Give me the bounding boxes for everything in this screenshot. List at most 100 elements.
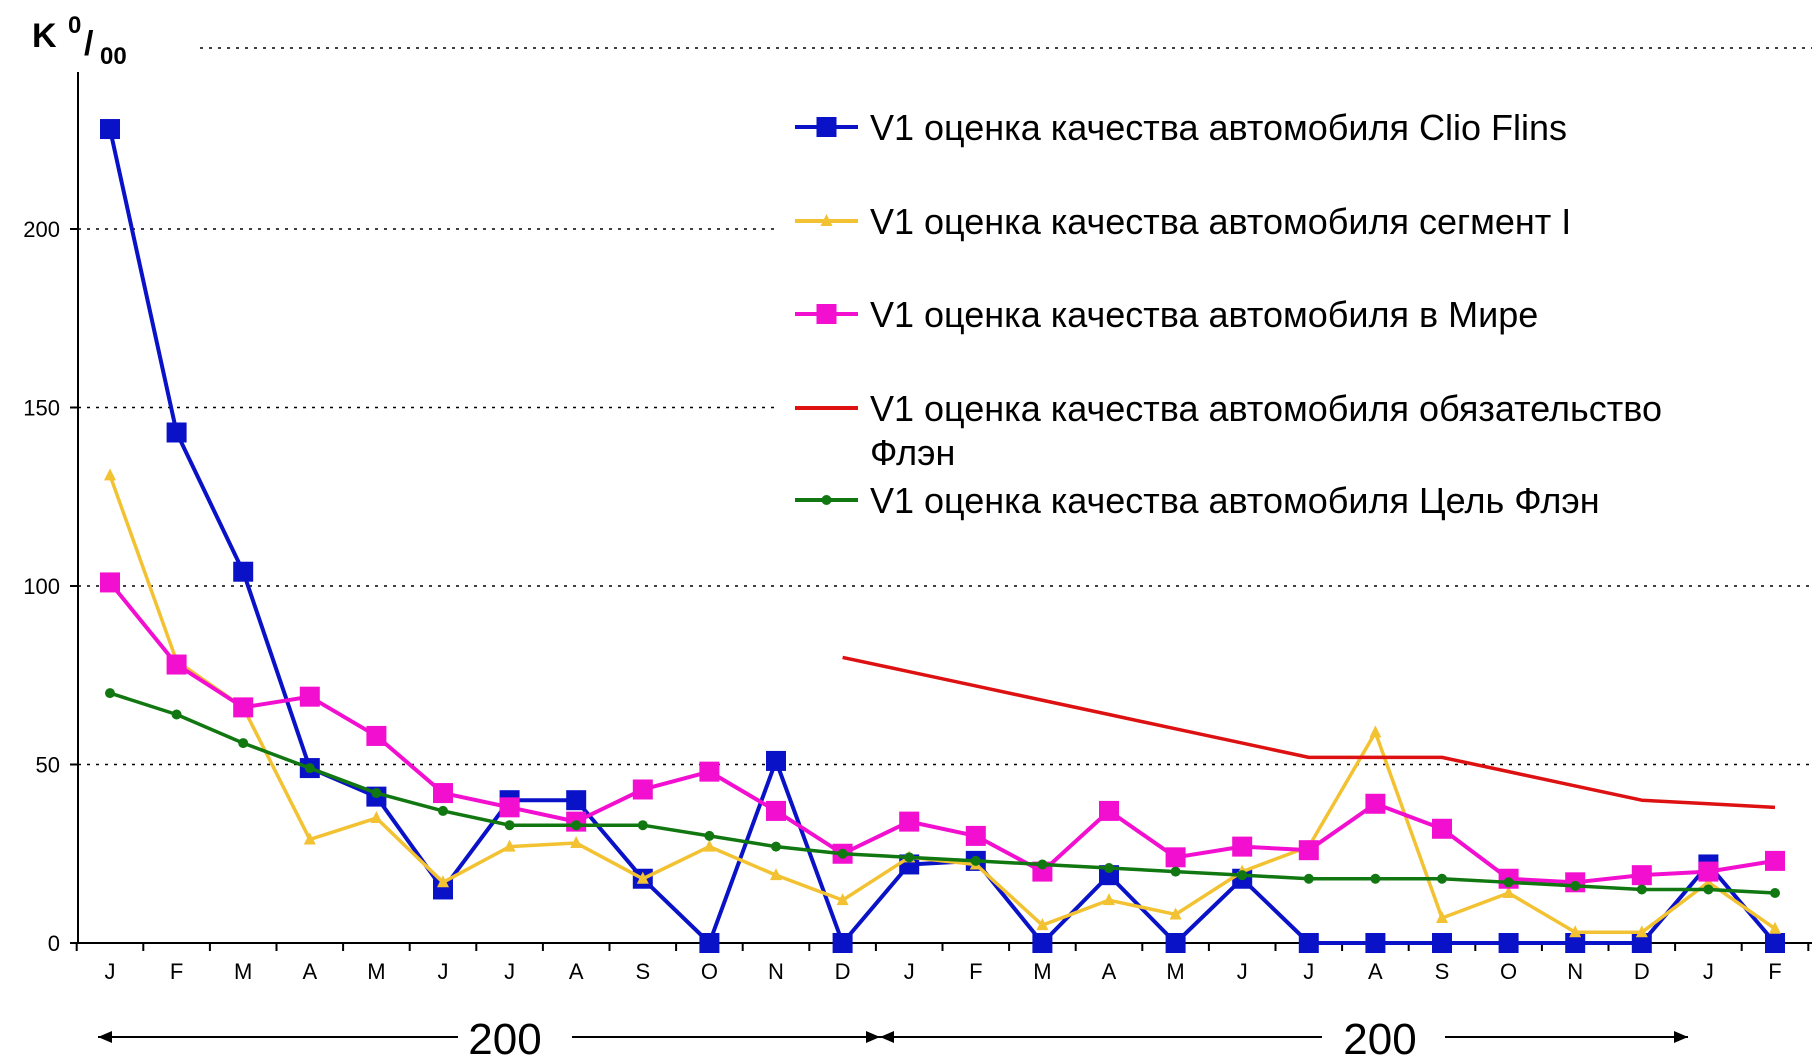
legend-background [780,92,1812,536]
data-point [1303,873,1314,884]
data-point [1436,911,1448,924]
y-axis-label: K [32,17,57,55]
data-point [766,800,786,821]
x-tick-label: A [1102,959,1117,984]
data-point [1104,863,1114,874]
data-point [1631,933,1652,953]
y-tick-label: 200 [23,217,60,242]
y-axis-label-sup: 0 [68,12,81,39]
data-point [433,879,453,900]
legend-label: V1 оценка качества автомобиля Clio Flins [870,107,1567,148]
grid-lines [78,47,1812,766]
y-tick-label: 150 [23,396,60,421]
data-point [970,855,981,866]
series-line [842,655,1776,810]
y-axis-label-sub: 00 [100,43,127,70]
x-tick-label: A [569,959,584,984]
data-point [1569,925,1582,938]
data-point [1037,859,1048,870]
data-point [1099,865,1119,886]
data-point [1169,907,1182,920]
data-point [1765,933,1785,953]
data-point [503,839,516,852]
data-point [899,811,920,832]
x-tick-label: D [835,959,851,984]
period-label: 200 [1343,1015,1416,1057]
y-tick-label: 0 [48,931,60,956]
data-point [816,117,837,137]
data-point [904,852,915,863]
series-line [108,581,1776,885]
data-point [1570,880,1581,891]
data-point [304,763,315,774]
series-1 [104,468,1781,938]
data-point [832,933,853,953]
data-point [371,788,382,799]
x-tick-label: N [768,959,784,984]
data-point [770,868,782,881]
data-point [233,697,254,718]
data-point [632,779,653,800]
data-point [1370,873,1381,884]
data-point [1769,921,1781,934]
data-point [504,820,515,831]
period-arrowhead [1674,1031,1688,1043]
data-point [438,805,448,816]
data-point [1698,861,1719,882]
y-axis-label-slash: / [84,25,94,63]
data-point [303,832,316,845]
series-line [108,128,1777,945]
data-point [1232,836,1253,857]
data-point [299,686,320,707]
x-tick-label: J [904,959,915,984]
x-tick-label: A [302,959,317,984]
data-point [1703,884,1714,895]
data-point [836,893,849,906]
x-tick-label: F [969,959,982,984]
data-point [1103,893,1115,906]
data-point [570,836,583,849]
x-tick-label: M [1033,959,1051,984]
x-tick-label: J [105,959,116,984]
x-tick-label: A [1368,959,1383,984]
data-point [637,820,648,831]
data-point [1036,918,1049,931]
data-point [1437,873,1447,884]
data-point [703,839,716,852]
data-point [1298,840,1319,861]
series-0 [100,119,1785,953]
x-tick-label: M [367,959,385,984]
data-point [699,933,720,953]
series-group [100,119,1785,953]
x-tick-label: J [1703,959,1714,984]
legend-label: V1 оценка качества автомобиля сегмент I [870,201,1571,242]
data-point [820,214,833,226]
data-point [1503,877,1514,888]
data-point [1502,886,1515,899]
x-tick-label: O [701,959,718,984]
data-point [771,841,781,852]
data-point [1165,847,1186,868]
data-point [105,688,115,699]
data-point [1498,933,1519,953]
x-tick-label: J [438,959,449,984]
period-arrowhead [880,1031,894,1043]
series-2 [100,572,1785,893]
data-point [437,875,449,888]
data-point [499,797,520,818]
legend-label: V1 оценка качества автомобиля обязательс… [870,388,1662,429]
data-point [166,422,187,443]
data-point [104,468,116,481]
data-point [100,119,120,140]
data-point [1432,818,1452,839]
data-point [1032,933,1053,953]
series-line [108,474,1777,935]
x-tick-label: F [1768,959,1781,984]
axes: 0 50 100 150 200 J F M A M J J A S O N D J F M A M J J A S O N D J F [23,72,1812,984]
data-point [171,709,182,720]
data-point [166,654,187,675]
data-point [1165,933,1186,953]
series-3 [842,655,1776,810]
